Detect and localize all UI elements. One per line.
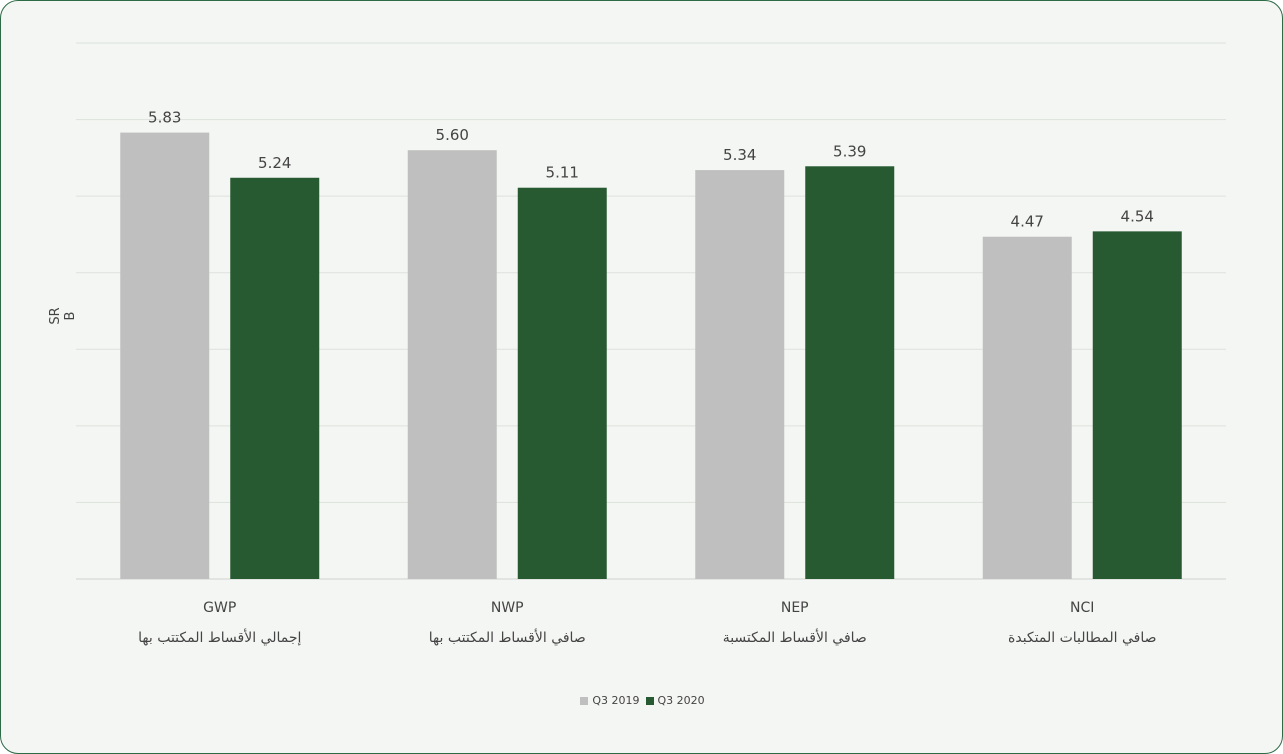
category-label-ar: صافي الأقساط المكتتب بها <box>429 628 586 646</box>
value-labels: 5.83 5.24 5.60 5.11 5.34 5.39 4.47 4.54 <box>148 109 1154 231</box>
value-label: 4.54 <box>1121 207 1154 225</box>
category-label-en: NWP <box>491 600 524 616</box>
category-label-ar: صافي الأقساط المكتسبة <box>723 628 867 646</box>
legend-item: Q3 2019 <box>580 694 640 707</box>
legend-swatch <box>645 696 654 705</box>
category-label-ar: إجمالي الأقساط المكتتب بها <box>138 628 301 646</box>
value-label: 5.60 <box>436 126 469 144</box>
legend-item: Q3 2020 <box>645 694 705 707</box>
bar <box>517 187 607 579</box>
legend-label: Q3 2019 <box>592 694 640 707</box>
y-axis-label: SR B <box>48 307 78 325</box>
bars <box>120 132 1182 580</box>
legend-label: Q3 2020 <box>657 694 705 707</box>
bar <box>120 132 210 580</box>
bar <box>695 170 785 579</box>
value-label: 5.83 <box>148 109 181 127</box>
category-label-en: NEP <box>781 600 809 616</box>
bar <box>805 166 895 579</box>
legend-swatch <box>580 696 589 705</box>
value-label: 5.39 <box>833 142 866 160</box>
category-label-ar: صافي المطالبات المتكبدة <box>1008 630 1156 646</box>
value-label: 5.11 <box>546 164 579 182</box>
bar <box>230 177 320 579</box>
value-label: 5.24 <box>258 154 291 172</box>
bar <box>982 236 1072 579</box>
category-labels: GWP إجمالي الأقساط المكتتب بها NWP صافي الأ… <box>138 600 1156 646</box>
bar <box>1092 231 1182 579</box>
value-label: 4.47 <box>1011 213 1044 231</box>
bar <box>407 150 497 579</box>
value-label: 5.34 <box>723 146 756 164</box>
category-label-en: NCI <box>1070 600 1094 616</box>
category-label-en: GWP <box>203 600 236 616</box>
legend: Q3 2019 Q3 2020 <box>1 694 1282 707</box>
